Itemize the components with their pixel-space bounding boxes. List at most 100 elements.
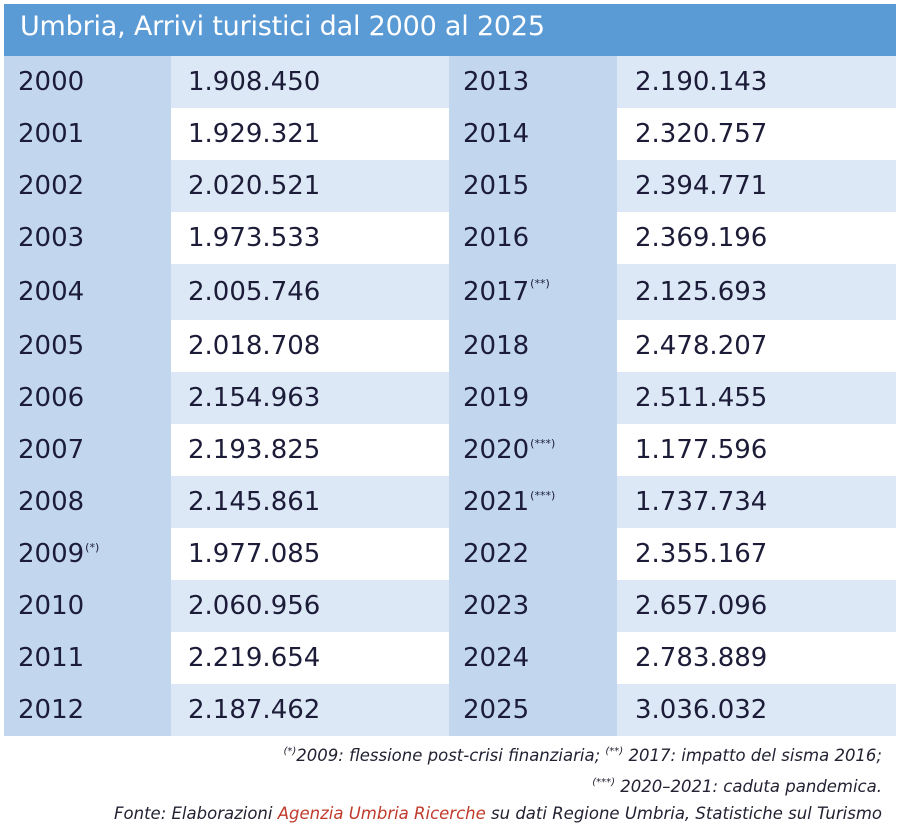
arrivals-value: 2.355.167: [617, 528, 896, 580]
arrivals-value: 2.190.143: [617, 56, 896, 108]
footnote-text: 2009: flessione post-crisi finanziaria;: [296, 746, 606, 765]
source-agency: Agenzia Umbria Ricerche: [277, 804, 486, 823]
year-label: 2001: [18, 119, 85, 149]
year-cell: 2005: [4, 320, 171, 372]
year-cell: 2009 (*): [4, 528, 171, 580]
year-label: 2013: [463, 67, 530, 97]
year-cell: 2021 (***): [449, 476, 617, 528]
arrivals-value: 2.511.455: [617, 372, 896, 424]
year-cell: 2001: [4, 108, 171, 160]
year-cell: 2007: [4, 424, 171, 476]
year-cell: 2024: [449, 632, 617, 684]
year-cell: 2008: [4, 476, 171, 528]
year-cell: 2002: [4, 160, 171, 212]
year-label: 2023: [463, 591, 530, 621]
year-label: 2005: [18, 331, 85, 361]
year-label: 2010: [18, 591, 85, 621]
arrivals-value: 3.036.032: [617, 684, 896, 736]
year-label: 2016: [463, 223, 530, 253]
year-cell: 2018: [449, 320, 617, 372]
table-row: 2004 2.005.746 2017 (**) 2.125.693: [4, 264, 896, 320]
arrivals-value: 2.478.207: [617, 320, 896, 372]
year-cell: 2006: [4, 372, 171, 424]
arrivals-value: 1.929.321: [171, 108, 449, 160]
year-cell: 2012: [4, 684, 171, 736]
year-cell: 2013: [449, 56, 617, 108]
table-row: 2003 1.973.533 2016 2.369.196: [4, 212, 896, 264]
footnote-mark: (**): [605, 746, 624, 757]
arrivals-value: 2.020.521: [171, 160, 449, 212]
source-prefix: Fonte: Elaborazioni: [114, 804, 278, 823]
arrivals-table: 2000 1.908.450 2013 2.190.143 2001 1.929…: [4, 56, 896, 736]
year-cell: 2011: [4, 632, 171, 684]
year-cell: 2019: [449, 372, 617, 424]
year-label: 2002: [18, 171, 85, 201]
arrivals-value: 2.193.825: [171, 424, 449, 476]
arrivals-value: 2.145.861: [171, 476, 449, 528]
year-label: 2025: [463, 695, 530, 725]
source-suffix: su dati Regione Umbria, Statistiche sul …: [485, 804, 882, 823]
year-cell: 2022: [449, 528, 617, 580]
year-label: 2008: [18, 487, 85, 517]
year-label: 2003: [18, 223, 85, 253]
year-label: 2000: [18, 67, 85, 97]
table-row: 2007 2.193.825 2020 (***) 1.177.596: [4, 424, 896, 476]
year-label: 2014: [463, 119, 530, 149]
arrivals-value: 2.154.963: [171, 372, 449, 424]
arrivals-value: 2.783.889: [617, 632, 896, 684]
year-label: 2015: [463, 171, 530, 201]
arrivals-value: 1.973.533: [171, 212, 449, 264]
year-label: 2024: [463, 643, 530, 673]
year-label: 2006: [18, 383, 85, 413]
year-cell: 2015: [449, 160, 617, 212]
arrivals-value: 1.977.085: [171, 528, 449, 580]
table-row: 2002 2.020.521 2015 2.394.771: [4, 160, 896, 212]
year-label: 2011: [18, 643, 85, 673]
arrivals-value: 2.125.693: [617, 264, 896, 320]
table-row: 2009 (*) 1.977.085 2022 2.355.167: [4, 528, 896, 580]
arrivals-value: 1.737.734: [617, 476, 896, 528]
year-cell: 2000: [4, 56, 171, 108]
year-label: 2009: [18, 539, 85, 569]
table-row: 2001 1.929.321 2014 2.320.757: [4, 108, 896, 160]
table-row: 2010 2.060.956 2023 2.657.096: [4, 580, 896, 632]
footnote-line-1: (*)2009: flessione post-crisi finanziari…: [114, 738, 882, 769]
arrivals-value: 2.394.771: [617, 160, 896, 212]
year-label: 2004: [18, 277, 85, 307]
year-cell: 2010: [4, 580, 171, 632]
year-label: 2020: [463, 435, 530, 465]
source-line: Fonte: Elaborazioni Agenzia Umbria Ricer…: [114, 800, 882, 827]
arrivals-value: 2.005.746: [171, 264, 449, 320]
year-cell: 2004: [4, 264, 171, 320]
arrivals-value: 2.060.956: [171, 580, 449, 632]
table-row: 2006 2.154.963 2019 2.511.455: [4, 372, 896, 424]
table-row: 2005 2.018.708 2018 2.478.207: [4, 320, 896, 372]
year-label: 2007: [18, 435, 85, 465]
table-title: Umbria, Arrivi turistici dal 2000 al 202…: [4, 4, 896, 56]
arrivals-value: 1.177.596: [617, 424, 896, 476]
footnote-text: 2020–2021: caduta pandemica.: [615, 777, 882, 796]
year-cell: 2025: [449, 684, 617, 736]
year-cell: 2017 (**): [449, 264, 617, 320]
year-label: 2017: [463, 277, 530, 307]
arrivals-value: 2.187.462: [171, 684, 449, 736]
arrivals-value: 2.657.096: [617, 580, 896, 632]
arrivals-value: 2.018.708: [171, 320, 449, 372]
arrivals-value: 2.219.654: [171, 632, 449, 684]
footnote-text: 2017: impatto del sisma 2016;: [623, 746, 882, 765]
table-row: 2012 2.187.462 2025 3.036.032: [4, 684, 896, 736]
year-label: 2012: [18, 695, 85, 725]
year-cell: 2023: [449, 580, 617, 632]
year-label: 2018: [463, 331, 530, 361]
table-row: 2011 2.219.654 2024 2.783.889: [4, 632, 896, 684]
footnote-mark: (***): [530, 489, 556, 502]
year-cell: 2020 (***): [449, 424, 617, 476]
year-cell: 2003: [4, 212, 171, 264]
table-row: 2000 1.908.450 2013 2.190.143: [4, 56, 896, 108]
footnote-mark: (*): [283, 746, 297, 757]
year-cell: 2014: [449, 108, 617, 160]
arrivals-value: 1.908.450: [171, 56, 449, 108]
footnotes: (*)2009: flessione post-crisi finanziari…: [114, 738, 882, 827]
footnote-mark: (**): [530, 277, 550, 290]
